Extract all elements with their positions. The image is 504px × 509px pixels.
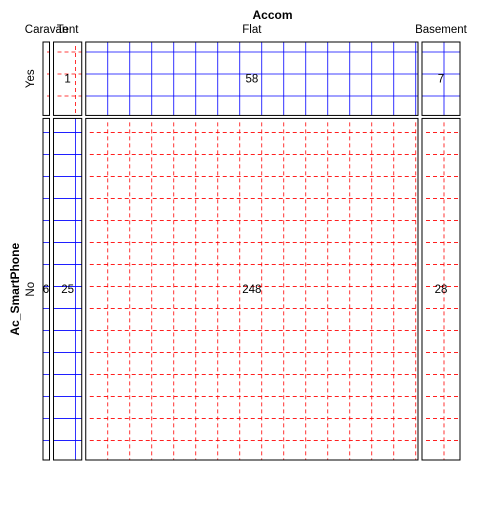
cell-no-flat bbox=[85, 117, 419, 461]
count-label-no-caravan: 6 bbox=[43, 284, 49, 296]
row-variable-title: Ac_SmartPhone bbox=[8, 243, 22, 336]
cell-no-tent bbox=[53, 117, 83, 461]
cell-yes-basement bbox=[421, 41, 461, 116]
cell-yes-tent bbox=[53, 41, 83, 116]
count-label-yes-flat: 58 bbox=[245, 74, 258, 86]
column-label-basement: Basement bbox=[415, 24, 468, 36]
column-label-flat: Flat bbox=[242, 24, 262, 36]
cell-no-basement bbox=[421, 117, 461, 461]
count-label-no-flat: 248 bbox=[242, 284, 261, 296]
column-label-tent: Tent bbox=[57, 24, 80, 36]
column-variable-title: Accom bbox=[252, 8, 292, 22]
cell-yes-caravan bbox=[42, 41, 51, 116]
count-label-yes-basement: 7 bbox=[438, 74, 444, 86]
row-label-no: No bbox=[25, 282, 37, 297]
cell-yes-flat bbox=[85, 41, 419, 116]
count-label-no-basement: 28 bbox=[435, 284, 448, 296]
row-label-yes: Yes bbox=[25, 69, 37, 88]
count-label-yes-tent: 1 bbox=[64, 74, 70, 86]
cell-no-caravan bbox=[42, 117, 51, 461]
count-label-no-tent: 25 bbox=[61, 284, 74, 296]
column-label-caravan: Caravan bbox=[25, 24, 68, 36]
